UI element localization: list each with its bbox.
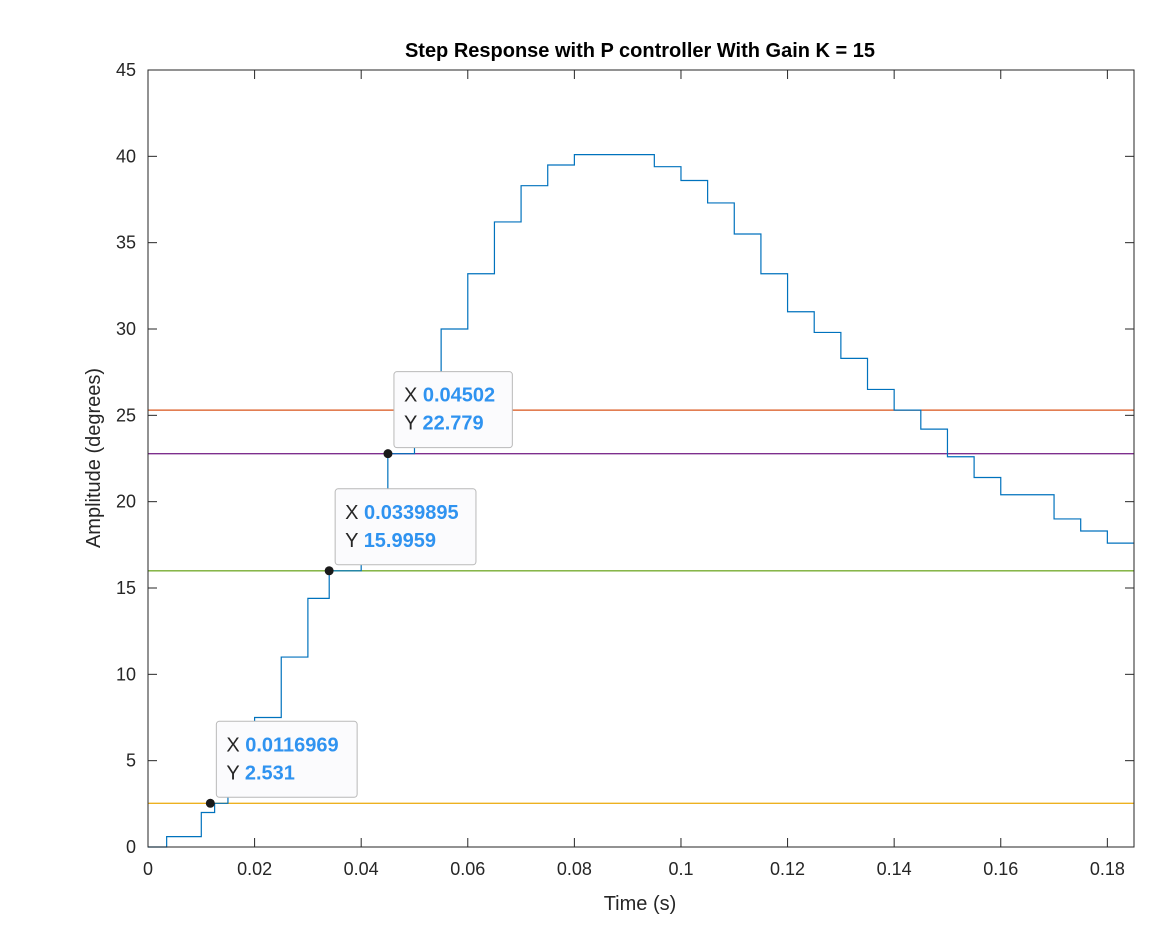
datatip-x-value: 0.0339895 [364, 502, 459, 524]
datatip-x-key: X [226, 734, 245, 756]
datatip-y-key: Y [226, 762, 245, 784]
x-tick-label: 0.06 [450, 859, 485, 879]
y-tick-label: 30 [116, 319, 136, 339]
reference-lines [148, 409, 1134, 804]
axes-frame [147, 69, 1135, 848]
x-axis-label: Time (s) [604, 893, 677, 915]
datatip-marker[interactable] [383, 449, 393, 459]
datatip-x-key: X [345, 502, 364, 524]
datatip-marker[interactable] [205, 798, 215, 808]
y-axis-label: Amplitude (degrees) [83, 368, 105, 548]
y-tick-label: 15 [116, 578, 136, 598]
y-tick-label: 20 [116, 492, 136, 512]
datatip-x-row: X 0.04502 [404, 385, 495, 407]
datatip-y-value: 22.779 [422, 413, 483, 435]
y-tick-label: 35 [116, 233, 136, 253]
x-tick-label: 0 [143, 859, 153, 879]
datatip-y-row: Y 22.779 [404, 413, 484, 435]
x-tick-label: 0.08 [557, 859, 592, 879]
datatip-marker[interactable] [324, 566, 334, 576]
x-tick-label: 0.16 [983, 859, 1018, 879]
datatip-y-value: 15.9959 [364, 530, 436, 552]
x-axis-ticks: 0 0.02 0.04 0.06 0.08 0.1 0.12 0.14 0.16 0.18 [143, 70, 1125, 879]
datatip-x-value: 0.04502 [423, 385, 495, 407]
datatip-x-value: 0.0116969 [245, 734, 338, 756]
series-layer [148, 154, 1134, 848]
chart-title: Step Response with P controller With Gai… [405, 40, 875, 62]
x-tick-label: 0.02 [237, 859, 272, 879]
datatip-y-key: Y [404, 413, 423, 435]
datatip-x-key: X [404, 385, 423, 407]
datatip-box [334, 488, 477, 566]
series-line-0 [148, 154, 1134, 848]
y-tick-label: 40 [116, 146, 136, 166]
datatip-x-row: X 0.0116969 [226, 734, 338, 756]
datatip-box [215, 720, 358, 798]
datatip-x-row: X 0.0339895 [345, 502, 458, 524]
y-tick-label: 45 [116, 60, 136, 80]
x-tick-label: 0.12 [770, 859, 805, 879]
axes-box [147, 69, 1135, 848]
y-axis-ticks: 0 5 10 15 20 25 30 35 40 45 [116, 60, 1134, 857]
y-tick-label: 0 [126, 837, 136, 857]
datatip-y-row: Y 15.9959 [345, 530, 436, 552]
x-tick-label: 0.18 [1090, 859, 1125, 879]
y-tick-label: 5 [126, 751, 136, 771]
x-tick-label: 0.04 [344, 859, 379, 879]
datatip-y-key: Y [345, 530, 364, 552]
datatip-y-row: Y 2.531 [226, 762, 295, 784]
datatip-box [393, 371, 513, 449]
y-tick-label: 10 [116, 664, 136, 684]
y-tick-label: 25 [116, 405, 136, 425]
x-tick-label: 0.14 [877, 859, 912, 879]
x-tick-label: 0.1 [668, 859, 693, 879]
datatip-y-value: 2.531 [245, 762, 295, 784]
